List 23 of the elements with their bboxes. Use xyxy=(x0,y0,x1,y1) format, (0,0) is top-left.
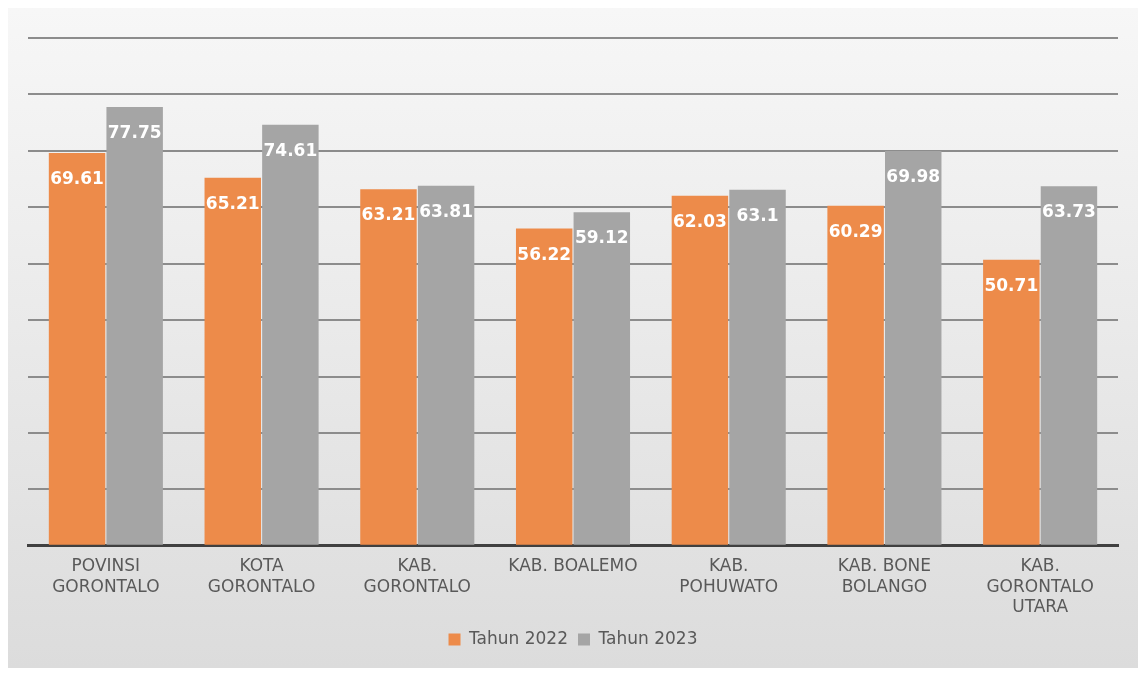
data-label: 60.29 xyxy=(828,220,883,241)
data-label: 77.75 xyxy=(107,122,162,143)
x-tick-label: KAB. BONE BOLANGO xyxy=(837,555,932,596)
x-tick-label: KAB. GORONTALO xyxy=(363,555,471,596)
legend-label: Tahun 2022 xyxy=(468,627,569,648)
x-tick-label: KAB. BOALEMO xyxy=(508,555,638,576)
data-label: 63.1 xyxy=(736,204,779,225)
data-label: 69.61 xyxy=(50,167,104,188)
x-tick-label: KAB. POHUWATO xyxy=(679,555,779,596)
data-label: 50.71 xyxy=(984,274,1039,295)
data-label: 62.03 xyxy=(673,210,727,231)
data-label: 59.12 xyxy=(574,227,629,248)
x-tick-label: KOTA GORONTALO xyxy=(207,555,316,596)
x-tick-label: POVINSI GORONTALO xyxy=(52,555,160,596)
data-label: 65.21 xyxy=(205,192,260,213)
data-label: 63.81 xyxy=(419,200,473,221)
x-tick-label: KAB. GORONTALO UTARA xyxy=(986,555,1094,617)
legend-label: Tahun 2023 xyxy=(597,627,698,648)
data-label: 56.22 xyxy=(517,243,572,264)
data-label: 63.73 xyxy=(1042,201,1096,222)
data-label: 74.61 xyxy=(263,139,318,160)
data-label: 63.21 xyxy=(361,204,416,225)
data-label: 69.98 xyxy=(886,165,941,186)
